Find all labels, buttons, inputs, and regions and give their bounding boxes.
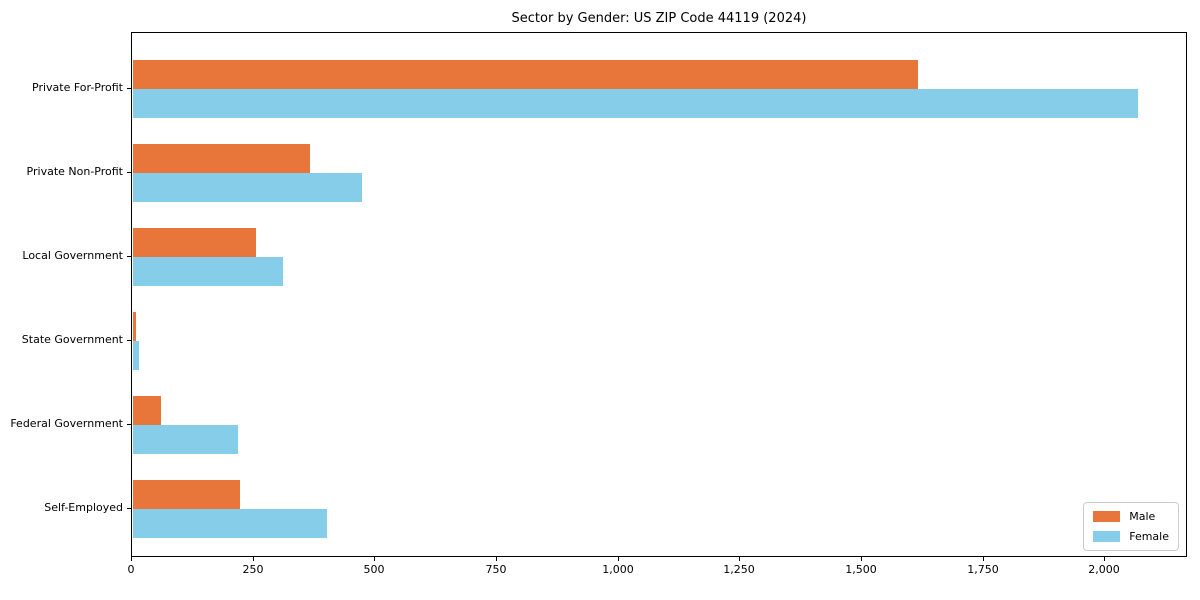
bar-male-federal-government [133, 396, 161, 425]
bar-female-private-non-profit [133, 173, 362, 202]
x-axis-tick [496, 557, 497, 561]
x-axis-tick-label: 500 [363, 563, 385, 576]
bar-male-self-employed [133, 480, 240, 509]
y-axis-label-private-non-profit: Private Non-Profit [26, 165, 123, 178]
bar-female-local-government [133, 257, 283, 286]
x-axis-tick-label: 2,000 [1088, 563, 1120, 576]
legend-label-male: Male [1129, 510, 1156, 523]
y-axis-label-federal-government: Federal Government [10, 417, 123, 430]
bar-male-private-for-profit [133, 60, 918, 89]
x-axis-tick-label: 1,750 [967, 563, 999, 576]
x-axis-tick [618, 557, 619, 561]
y-axis-tick [127, 508, 131, 509]
x-axis-tick-label: 0 [127, 563, 135, 576]
chart-title: Sector by Gender: US ZIP Code 44119 (202… [511, 11, 807, 26]
legend-label-female: Female [1129, 530, 1169, 543]
bar-female-federal-government [133, 425, 238, 454]
y-axis-tick [127, 424, 131, 425]
legend-swatch-female [1093, 531, 1121, 542]
legend-swatch-male [1093, 511, 1121, 522]
x-axis-tick-label: 1,000 [602, 563, 634, 576]
x-axis-tick [374, 557, 375, 561]
x-axis-tick-label: 1,250 [723, 563, 755, 576]
x-axis-tick [253, 557, 254, 561]
x-axis-tick [131, 557, 132, 561]
plot-area [131, 32, 1187, 557]
y-axis-label-local-government: Local Government [22, 249, 123, 262]
bar-female-self-employed [133, 509, 327, 538]
legend: Male Female [1083, 502, 1179, 551]
x-axis-tick-label: 750 [485, 563, 507, 576]
x-axis-tick-label: 250 [242, 563, 264, 576]
bar-male-state-government [133, 312, 136, 341]
y-axis-tick [127, 172, 131, 173]
y-axis-label-self-employed: Self-Employed [44, 501, 123, 514]
bar-female-state-government [133, 341, 139, 370]
x-axis-tick [861, 557, 862, 561]
bar-female-private-for-profit [133, 89, 1138, 118]
legend-item-female: Female [1093, 530, 1169, 543]
x-axis-tick-label: 1,500 [845, 563, 877, 576]
y-axis-tick [127, 340, 131, 341]
y-axis-tick [127, 256, 131, 257]
x-axis-tick [983, 557, 984, 561]
x-axis-tick [739, 557, 740, 561]
y-axis-label-private-for-profit: Private For-Profit [32, 81, 123, 94]
legend-item-male: Male [1093, 510, 1169, 523]
bar-male-local-government [133, 228, 256, 257]
y-axis-tick [127, 88, 131, 89]
y-axis-label-state-government: State Government [21, 333, 123, 346]
bar-male-private-non-profit [133, 144, 310, 173]
x-axis-tick [1104, 557, 1105, 561]
